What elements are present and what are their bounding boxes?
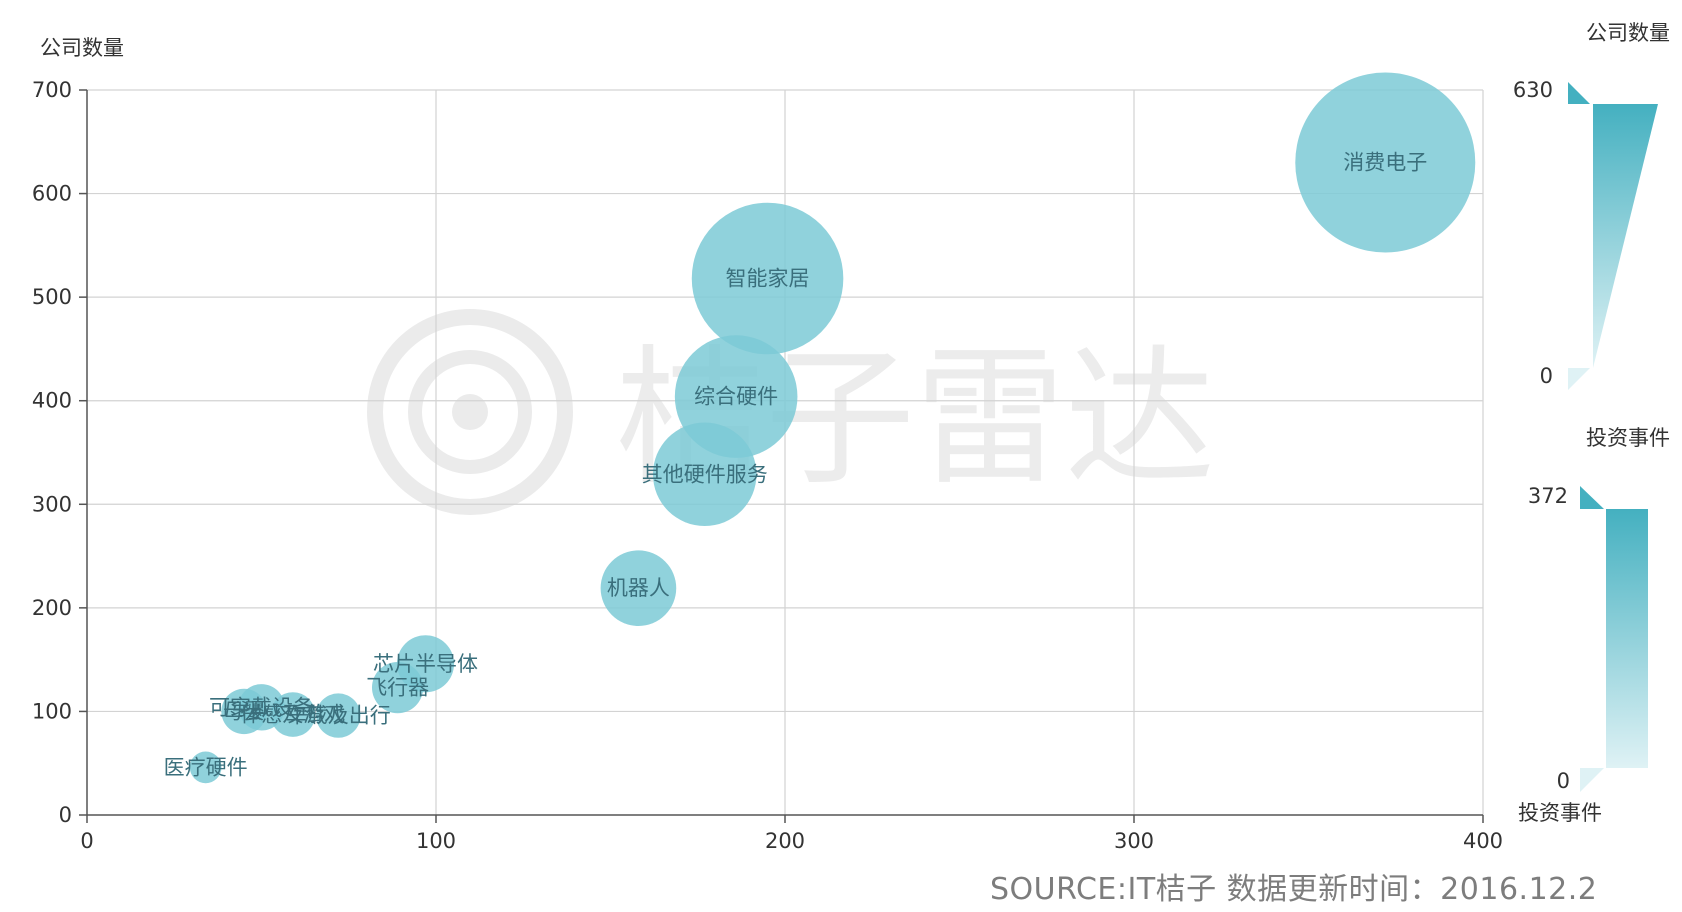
y-tick-label: 600 (32, 182, 72, 206)
x-tick-label: 100 (416, 829, 456, 853)
bubble-label: 体感及游戏 (240, 703, 345, 727)
axes: 0 100 200 300 400 500 600 700 0 100 200 300 400 (32, 78, 1503, 853)
x-tick-label: 300 (1114, 829, 1154, 853)
bubble (189, 751, 222, 784)
visual-map-title: 投资事件 (1586, 426, 1670, 450)
visual-map-bar (1606, 509, 1648, 768)
bubble-label: 其他硬件服务 (642, 462, 768, 486)
bubble-label: 消费电子 (1343, 151, 1427, 175)
visual-map-bar (1593, 104, 1658, 368)
visual-map-handle-top (1580, 486, 1604, 509)
bubble-label: 母婴 (223, 699, 265, 723)
source-note: SOURCE:IT桔子 数据更新时间：2016.12.2 (990, 872, 1598, 907)
bubble-label: 车载及出行 (286, 704, 391, 728)
visual-map-min: 0 (1540, 364, 1553, 388)
y-tick-label: 700 (32, 78, 72, 102)
visual-map-handle-top (1568, 82, 1590, 104)
y-tick-label: 200 (32, 596, 72, 620)
y-tick-label: 0 (59, 803, 72, 827)
bubble (270, 692, 316, 737)
x-tick-label: 0 (80, 829, 93, 853)
bubble (316, 693, 361, 738)
visual-map-axis-label: 投资事件 (1518, 801, 1602, 825)
bubble-label: 芯片半导体 (373, 652, 478, 676)
bubble (652, 422, 757, 527)
x-tick-label: 400 (1463, 829, 1503, 853)
visual-map-max: 630 (1513, 78, 1553, 102)
bubble (600, 550, 677, 626)
bubble (371, 661, 424, 714)
bubble-label: 飞行器 (366, 676, 429, 700)
y-tick-label: 500 (32, 285, 72, 309)
y-tick-label: 100 (32, 699, 72, 723)
bubble-label: 综合硬件 (694, 385, 778, 409)
bubble (691, 202, 844, 355)
visual-map-handle-bottom (1568, 368, 1590, 390)
visual-map-min: 0 (1557, 769, 1570, 793)
y-tick-label: 300 (32, 492, 72, 516)
visual-map-title: 公司数量 (1586, 21, 1670, 45)
y-tick-label: 400 (32, 389, 72, 413)
visual-map-max: 372 (1528, 484, 1568, 508)
bubble-label: 机器人 (607, 576, 670, 600)
bubble (221, 688, 267, 735)
visual-map-handle-bottom (1580, 768, 1604, 792)
bubble (1295, 72, 1476, 253)
visual-maps: 公司数量 630 0 投资事件 372 0 投资事件 (1513, 21, 1670, 825)
bubble-label: 医疗硬件 (164, 755, 248, 779)
x-tick-label: 200 (765, 829, 805, 853)
grid (87, 89, 1484, 815)
bubble-labels: 消费电子智能家居综合硬件其他硬件服务机器人芯片半导体飞行器可穿戴设备母婴体感及游… (164, 151, 1428, 780)
y-axis-title: 公司数量 (40, 36, 124, 60)
bubble-label: 智能家居 (726, 267, 810, 291)
bubble-series (189, 72, 1476, 784)
bubble-label: 可穿戴设备 (209, 695, 314, 719)
